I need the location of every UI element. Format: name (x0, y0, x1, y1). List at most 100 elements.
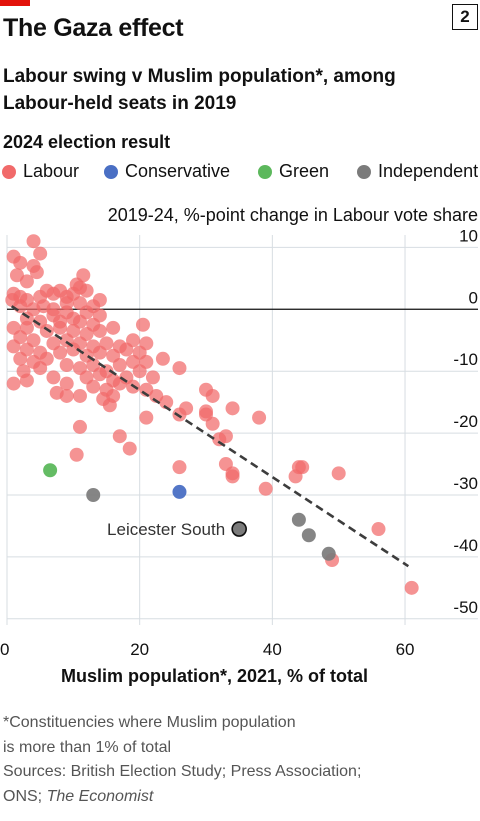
legend-item-green: Green (258, 161, 329, 182)
brand-bar (0, 0, 30, 6)
legend-item-independent: Independent (357, 161, 478, 182)
y-tick-label: 0 (469, 288, 478, 307)
point-labour (112, 429, 127, 444)
legend-title: 2024 election result (3, 132, 171, 152)
legend-label-green: Green (279, 161, 330, 181)
point-labour (119, 342, 134, 357)
footnote-sources-prefix: ONS; (3, 787, 47, 805)
footnote: *Constituencies where Muslim population … (3, 711, 473, 809)
point-labour (172, 407, 187, 422)
point-labour (92, 345, 107, 360)
point-labour (19, 274, 34, 289)
chart-number-badge: 2 (452, 4, 478, 30)
x-tick-label: 0 (0, 640, 9, 659)
point-labour (135, 317, 150, 332)
y-axis-title: 2019-24, %-point change in Labour vote s… (107, 205, 478, 225)
point-labour (13, 299, 28, 314)
x-tick-label: 60 (396, 640, 415, 659)
point-leicester-south (231, 521, 247, 537)
point-labour (225, 469, 240, 484)
x-tick-label: 20 (130, 640, 149, 659)
point-labour (106, 320, 121, 335)
point-labour (33, 361, 48, 376)
point-labour (199, 404, 214, 419)
point-labour (218, 429, 233, 444)
y-tick-label: -10 (453, 350, 478, 369)
legend-item-labour: Labour (2, 161, 79, 182)
point-labour (19, 373, 34, 388)
point-labour (86, 379, 101, 394)
point-labour (132, 364, 147, 379)
point-labour (92, 367, 107, 382)
point-labour (79, 283, 94, 298)
annotation-label: Leicester South (107, 520, 225, 539)
point-labour (53, 345, 68, 360)
point-labour (112, 358, 127, 372)
point-labour (172, 361, 187, 376)
point-labour (29, 265, 44, 280)
point-labour (288, 469, 303, 484)
point-labour (69, 447, 84, 462)
chart-subtitle: Labour swing v Muslim population*, among… (3, 66, 396, 114)
point-labour (102, 398, 117, 413)
point-labour (145, 370, 160, 385)
point-independent (86, 488, 101, 502)
point-independent (301, 528, 316, 543)
footnote-line-2: is more than 1% of total (3, 738, 172, 756)
point-labour (155, 351, 170, 366)
point-labour (205, 388, 220, 403)
point-labour (122, 441, 137, 456)
legend-label-independent: Independent (378, 161, 479, 181)
point-labour (13, 255, 28, 270)
y-tick-label: -50 (453, 598, 478, 617)
footnote-sources-italic: The Economist (46, 787, 154, 805)
x-tick-label: 40 (263, 640, 282, 659)
point-independent (321, 546, 336, 561)
point-labour (66, 342, 81, 357)
legend-dot-independent (357, 164, 371, 179)
legend-dot-conservative (104, 164, 118, 179)
footnote-line-1: *Constituencies where Muslim population (3, 714, 296, 731)
point-labour (59, 388, 74, 403)
point-labour (258, 481, 273, 496)
y-tick-label: 10 (459, 226, 478, 245)
x-axis-title: Muslim population*, 2021, % of total (61, 666, 369, 686)
point-labour (205, 416, 220, 431)
point-labour (13, 351, 28, 366)
legend-item-conservative: Conservative (104, 161, 230, 182)
point-labour (53, 320, 68, 335)
footnote-line-3: Sources: British Election Study; Press A… (3, 763, 362, 780)
point-labour (112, 376, 127, 391)
point-labour (92, 323, 107, 338)
point-labour (46, 370, 61, 385)
point-labour (33, 246, 48, 261)
point-labour (26, 234, 41, 249)
footnote-line-4: ONS; The Economist (3, 785, 473, 810)
point-labour (6, 376, 21, 391)
legend: Labour Conservative Green Independent (0, 161, 480, 185)
point-labour (159, 395, 174, 410)
point-green (43, 463, 58, 478)
y-tick-label: -20 (453, 412, 478, 431)
point-labour (139, 410, 154, 425)
trend-line (10, 305, 410, 568)
point-independent (291, 512, 306, 527)
point-labour (6, 339, 21, 354)
y-tick-label: -40 (453, 536, 478, 555)
legend-dot-green (258, 164, 272, 179)
point-labour (225, 401, 240, 416)
point-labour (72, 419, 87, 434)
point-labour (371, 522, 386, 537)
point-labour (252, 410, 267, 425)
legend-dot-labour (2, 164, 16, 179)
point-labour (72, 388, 87, 403)
point-labour (172, 460, 187, 475)
point-labour (331, 466, 346, 481)
y-tick-label: -30 (453, 474, 478, 493)
point-labour (92, 308, 107, 323)
point-labour (39, 323, 54, 338)
legend-label-labour: Labour (23, 161, 80, 181)
point-conservative (172, 484, 187, 499)
point-labour (59, 376, 74, 391)
